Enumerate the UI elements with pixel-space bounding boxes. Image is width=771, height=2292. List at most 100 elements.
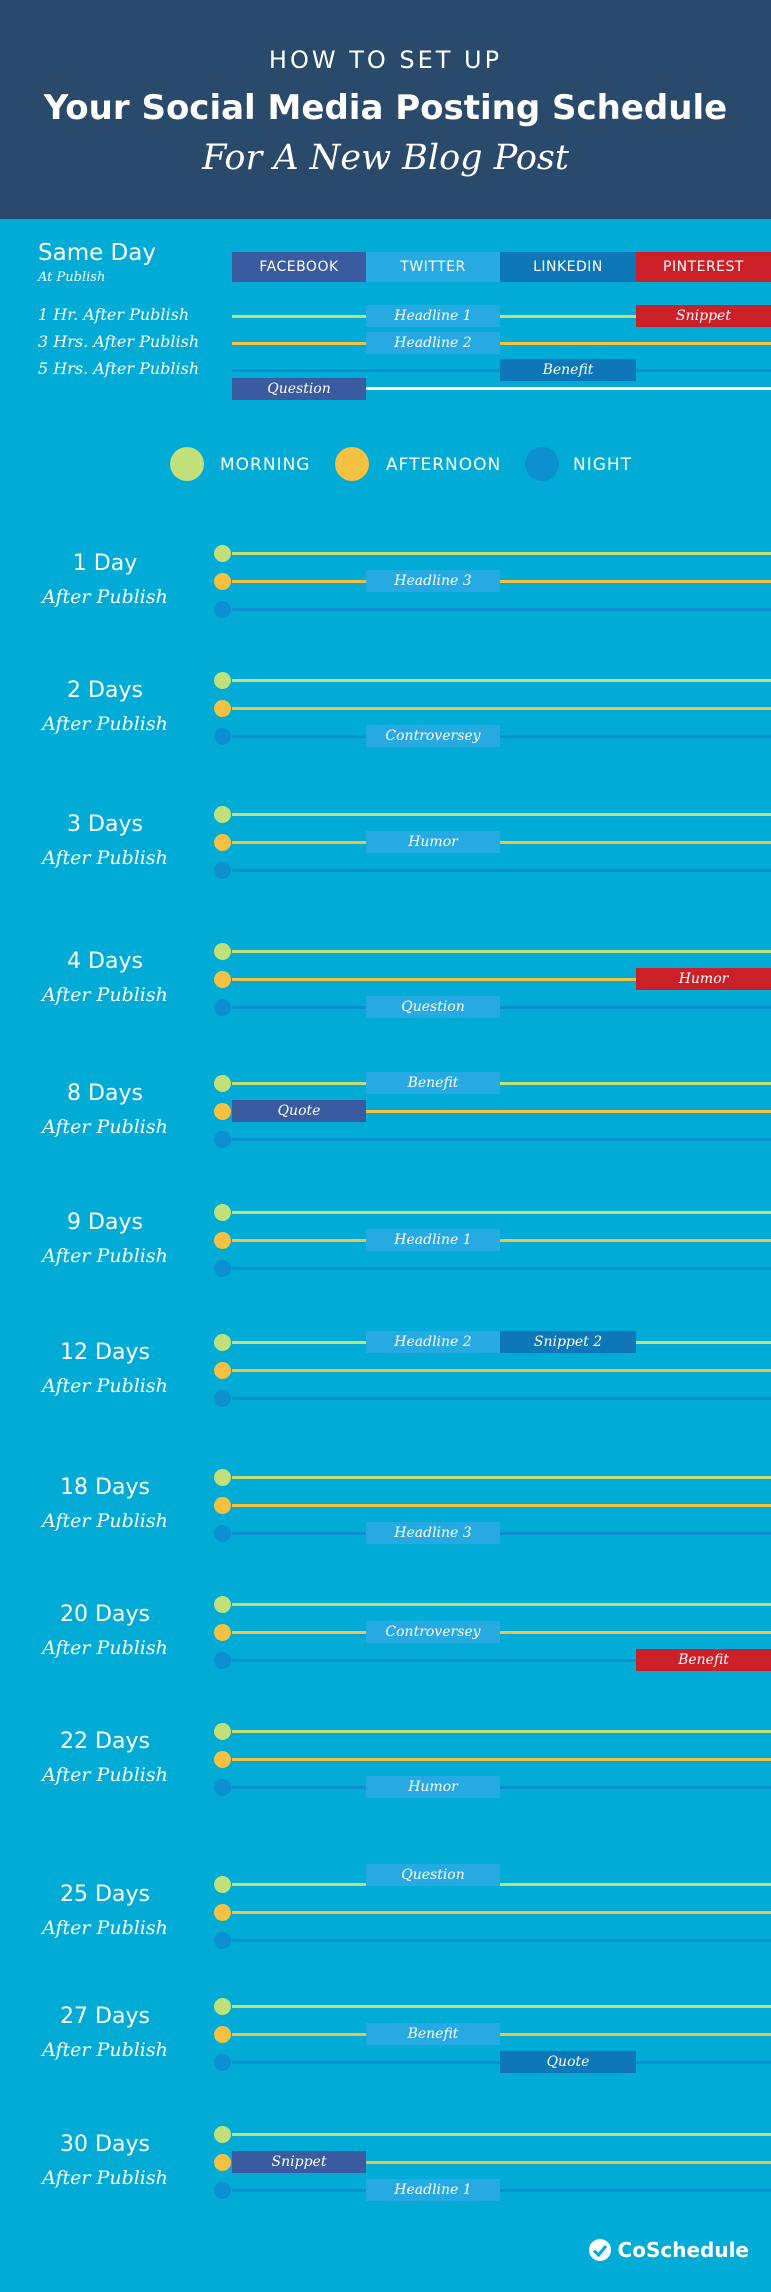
morning-timeline [232,1603,771,1606]
morning-dot [214,943,231,960]
post-linkedin: Benefit [500,359,636,381]
morning-dot [214,806,231,823]
morning-legend-dot [170,447,204,481]
afternoon-timeline [232,2033,771,2036]
after-publish-label: After Publish [42,2039,168,2061]
post-pinterest: Humor [636,968,771,990]
night-dot [214,2182,231,2199]
post-twitter: Controversey [366,1621,500,1643]
afternoon-timeline [232,2161,771,2164]
morning-timeline [232,813,771,816]
night-dot [214,601,231,618]
morning-dot [214,1876,231,1893]
afternoon-dot [214,1497,231,1514]
morning-timeline [232,2005,771,2008]
after-publish-label: After Publish [42,2167,168,2189]
morning-timeline [232,1082,771,1085]
post-facebook: Snippet [232,2151,366,2173]
coschedule-logo: CoSchedule [588,2238,749,2262]
night-dot [214,728,231,745]
post-twitter: Headline 3 [366,570,500,592]
night-timeline [232,735,771,738]
column-header-linkedin: LINKEDIN [500,252,636,282]
post-twitter: Headline 3 [366,1522,500,1544]
post-twitter: Humor [366,1776,500,1798]
morning-dot [214,1596,231,1613]
night-dot [214,2054,231,2071]
night-dot [214,862,231,879]
night-timeline [232,1397,771,1400]
morning-dot [214,1998,231,2015]
brand-name: CoSchedule [617,2238,749,2262]
afternoon-timeline [232,978,771,981]
after-publish-label: After Publish [42,713,168,735]
morning-dot [214,1075,231,1092]
afternoon-timeline [232,707,771,710]
post-twitter: Headline 1 [366,2179,500,2201]
post-twitter: Controversey [366,725,500,747]
after-publish-label: After Publish [42,984,168,1006]
afternoon-timeline [232,1239,771,1242]
day-count-label: 12 Days [60,1340,150,1365]
after-publish-label: After Publish [42,1245,168,1267]
night-timeline [232,1138,771,1141]
afternoon-timeline [232,1369,771,1372]
afternoon-dot [214,971,231,988]
same-day-row-label: 1 Hr. After Publish [38,305,190,324]
afternoon-dot [214,1232,231,1249]
after-publish-label: After Publish [42,1764,168,1786]
morning-timeline [232,1211,771,1214]
same-day-title: Same Day [38,240,156,266]
column-header-twitter: TWITTER [366,252,500,282]
morning-timeline [232,950,771,953]
column-header-pinterest: PINTEREST [636,252,771,282]
day-count-label: 1 Day [72,551,138,576]
afternoon-dot [214,1103,231,1120]
night-timeline [232,869,771,872]
post-pinterest: Snippet [636,305,771,327]
afternoon-timeline [232,1758,771,1761]
after-publish-label: After Publish [42,1375,168,1397]
afternoon-timeline [232,1631,771,1634]
after-publish-label: After Publish [42,1116,168,1138]
night-timeline [232,1786,771,1789]
day-count-label: 18 Days [60,1475,150,1500]
same-day-row-label: 5 Hrs. After Publish [38,359,200,378]
after-publish-label: After Publish [42,847,168,869]
header-line-1: HOW TO SET UP [268,46,503,74]
morning-timeline [232,1883,771,1886]
morning-timeline [232,552,771,555]
night-dot [214,1652,231,1669]
afternoon-dot [214,1624,231,1641]
header-banner: HOW TO SET UP Your Social Media Posting … [0,0,771,219]
post-linkedin: Snippet 2 [500,1331,636,1353]
night-timeline [232,608,771,611]
same-day-timeline [232,315,771,318]
night-legend-label: NIGHT [573,455,633,475]
night-dot [214,1131,231,1148]
same-day-subtitle: At Publish [38,270,106,285]
after-publish-label: After Publish [42,586,168,608]
header-subtitle: For A New Blog Post [202,138,569,178]
afternoon-timeline [232,1911,771,1914]
day-count-label: 3 Days [67,812,143,837]
day-count-label: 4 Days [67,949,143,974]
post-twitter: Question [366,1864,500,1886]
morning-dot [214,545,231,562]
after-publish-label: After Publish [42,1510,168,1532]
night-dot [214,1260,231,1277]
night-timeline [232,1659,771,1662]
day-count-label: 27 Days [60,2004,150,2029]
same-day-end-line [366,387,771,390]
post-twitter: Headline 1 [366,305,500,327]
afternoon-dot [214,573,231,590]
night-dot [214,1525,231,1542]
post-twitter: Headline 1 [366,1229,500,1251]
afternoon-timeline [232,841,771,844]
morning-dot [214,1204,231,1221]
night-legend-dot [525,447,559,481]
post-facebook: Quote [232,1100,366,1122]
after-publish-label: After Publish [42,1917,168,1939]
night-timeline [232,1267,771,1270]
afternoon-timeline [232,1110,771,1113]
